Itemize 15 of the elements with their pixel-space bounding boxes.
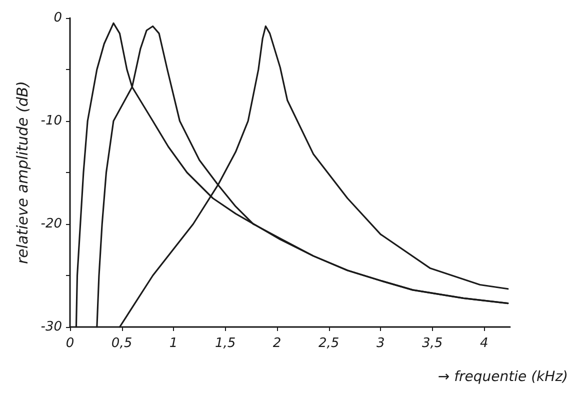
x-tick-label: 2,5 <box>318 336 340 351</box>
x-tick-label: 4 <box>480 336 488 351</box>
x-tick-label: 0 <box>66 336 74 351</box>
x-tick-label: 1,5 <box>214 336 236 351</box>
x-axis-title: → frequentie (kHz) <box>438 369 568 385</box>
y-tick-label: -30 <box>40 320 62 334</box>
x-tick-label: 3 <box>376 336 385 351</box>
x-tick-label: 1 <box>169 336 178 351</box>
y-tick-label: 0 <box>54 10 62 26</box>
x-tick-label: 0,5 <box>111 336 132 351</box>
y-axis-title: relatieve amplitude (dB) <box>13 81 32 264</box>
y-tick-label: -10 <box>40 114 62 128</box>
x-tick-label: 3,5 <box>422 336 443 351</box>
y-tick-label: -20 <box>40 216 62 232</box>
x-tick-label: 2 <box>272 336 282 351</box>
